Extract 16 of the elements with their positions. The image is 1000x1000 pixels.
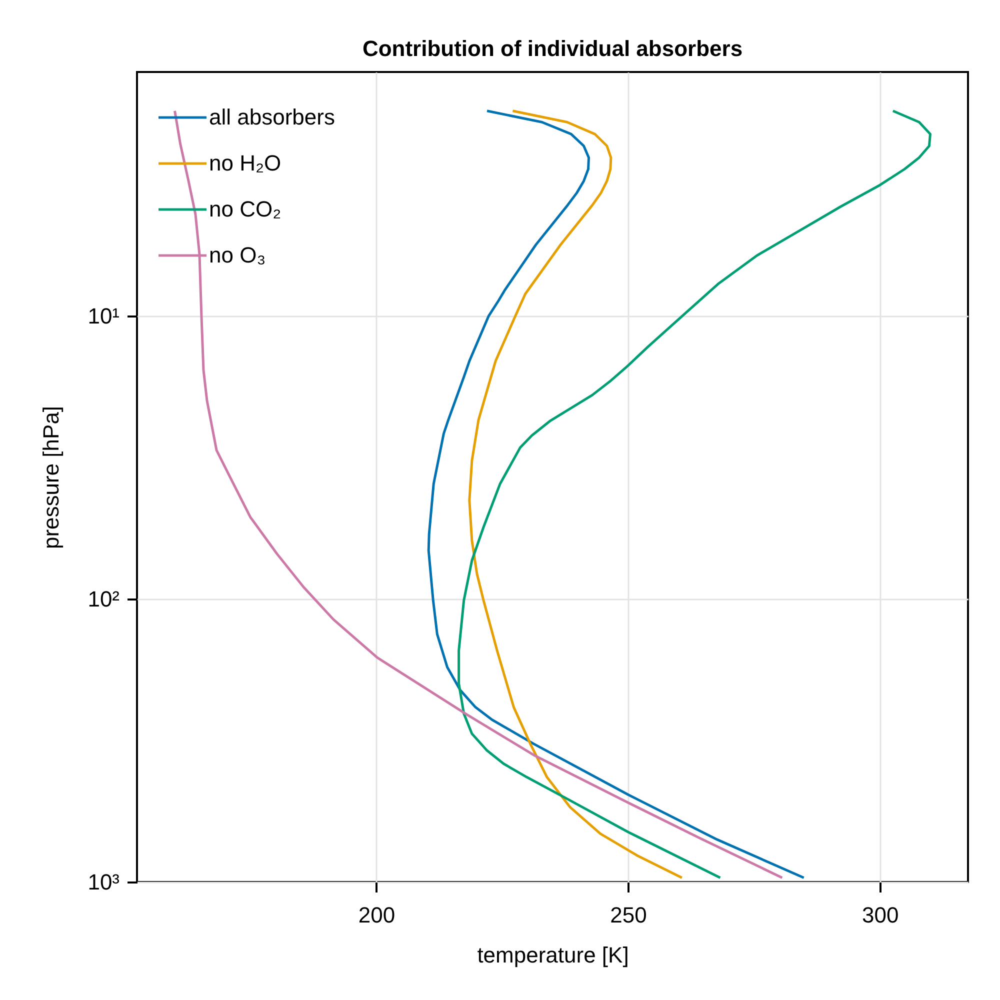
- y-tick-label: 10¹: [88, 304, 120, 329]
- legend-label: no H₂O: [209, 150, 282, 176]
- x-tick-label: 250: [610, 902, 647, 928]
- legend-label: all absorbers: [209, 104, 335, 130]
- line-series: [427, 110, 806, 879]
- x-tick-label: 200: [358, 902, 396, 928]
- line-series: [468, 110, 684, 879]
- y-tick-label: 10³: [88, 870, 120, 894]
- y-axis-title: pressure [hPa]: [38, 406, 64, 550]
- legend-label: no O₃: [209, 242, 266, 268]
- legend-label: no CO₂: [209, 196, 282, 222]
- chart-title: Contribution of individual absorbers: [362, 36, 743, 61]
- x-tick-label: 300: [862, 902, 899, 928]
- line-series: [458, 110, 932, 879]
- y-tick-label: 10²: [88, 586, 120, 612]
- x-axis-title: temperature [K]: [477, 942, 629, 968]
